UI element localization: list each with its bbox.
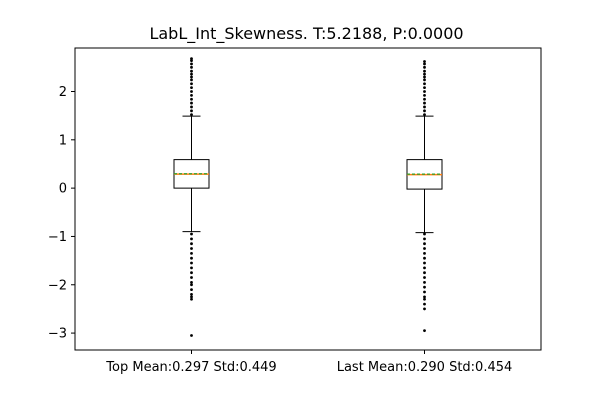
outlier-point [423,307,426,311]
outlier-point [190,334,193,337]
outlier-point [190,62,193,66]
outlier-point [190,72,193,76]
outlier-point [190,288,193,291]
outlier-point [190,86,193,90]
outlier-point [190,105,193,109]
outlier-point [423,105,426,109]
y-tick-label: 1 [59,133,67,148]
outlier-point [423,256,426,260]
outlier-point [423,329,426,333]
outlier-point [190,90,193,93]
outlier-point [190,276,193,279]
outlier-point [423,247,426,250]
y-tick-label: −2 [48,278,67,293]
outlier-point [423,65,426,69]
outlier-point [423,266,426,270]
outlier-point [190,266,193,270]
outlier-point [190,283,193,287]
outlier-point [190,57,193,61]
outlier-point [423,290,426,294]
outlier-point [423,82,426,86]
outlier-point [190,256,193,260]
outlier-point [423,90,426,93]
outlier-point [190,93,193,97]
outlier-point [423,232,426,236]
y-tick-label: −3 [48,327,67,342]
plot-area [173,57,443,337]
outlier-point [190,101,193,105]
outlier-point [190,109,193,113]
outlier-point [423,251,426,255]
x-tick-label: Last Mean:0.290 Std:0.454 [337,360,513,375]
outlier-point [423,285,426,289]
outlier-point [423,271,426,275]
outlier-point [423,62,426,66]
outlier-point [190,59,193,62]
y-tick-label: −1 [48,230,67,245]
y-tick-label: 0 [59,182,67,197]
y-tick-label: 2 [59,85,67,100]
outlier-point [190,261,193,265]
outlier-point [190,251,193,255]
outlier-point [190,65,193,69]
outlier-point [423,86,426,90]
outlier-point [190,247,193,250]
outlier-point [190,113,193,117]
outlier-point [190,97,193,101]
outlier-point [423,101,426,105]
outlier-point [423,113,426,117]
outlier-point [423,302,426,306]
outlier-point [423,295,426,299]
outlier-point [190,82,193,86]
y-axis: −3 −2 −1 0 1 2 [48,85,75,342]
outlier-point [423,242,426,246]
outlier-point [190,237,193,241]
outlier-point [190,242,193,246]
x-tick-label: Top Mean:0.297 Std:0.449 [105,360,276,375]
outlier-point [190,75,193,79]
outlier-point [423,237,426,241]
outlier-point [423,93,426,97]
outlier-point [190,232,193,236]
outlier-point [423,297,426,301]
outlier-point [190,293,193,296]
axes-frame [74,47,542,351]
outlier-point [423,276,426,279]
outlier-point [423,60,426,63]
outlier-point [190,271,193,275]
outlier-point [423,280,426,284]
outlier-point [423,261,426,265]
outlier-point [423,72,426,76]
x-axis: Top Mean:0.297 Std:0.449 Last Mean:0.290 … [105,350,512,375]
outlier-point [423,78,426,82]
outlier-point [423,97,426,101]
outlier-point [423,69,426,73]
box-group [406,60,443,333]
outlier-point [190,280,193,284]
outlier-point [190,297,193,301]
outlier-point [190,295,193,299]
chart-title: LabL_Int_Skewness. T:5.2188, P:0.0000 [149,24,463,44]
outlier-point [423,109,426,113]
outlier-point [190,69,193,73]
outlier-point [190,78,193,82]
box-group [173,57,210,337]
outlier-point [423,75,426,79]
